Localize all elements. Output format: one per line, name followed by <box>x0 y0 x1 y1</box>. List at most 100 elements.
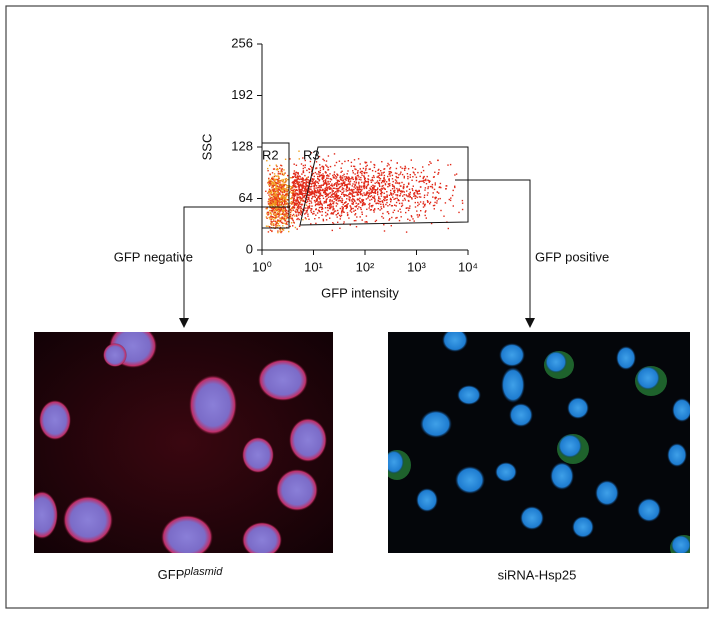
dot <box>353 159 356 161</box>
dot <box>358 187 361 189</box>
dot <box>304 191 307 193</box>
dot <box>304 195 306 197</box>
dot <box>295 171 298 173</box>
dot <box>275 178 277 181</box>
dot <box>311 166 313 169</box>
dot <box>396 194 399 196</box>
dot <box>271 207 273 210</box>
dot <box>419 193 421 195</box>
dot <box>280 208 283 210</box>
dot <box>297 184 300 186</box>
dot <box>406 190 408 192</box>
dot <box>318 206 321 209</box>
dot <box>269 192 271 195</box>
dot <box>353 165 355 167</box>
dot <box>381 200 383 202</box>
dot <box>357 194 360 196</box>
dot <box>454 186 456 189</box>
dot <box>301 185 303 187</box>
dot <box>299 196 302 199</box>
dot <box>309 191 312 193</box>
dot <box>435 197 437 199</box>
dot <box>329 202 332 205</box>
dot <box>318 175 320 178</box>
dot <box>315 198 318 201</box>
dot <box>398 202 401 205</box>
dot <box>314 204 317 207</box>
dot <box>269 205 272 207</box>
dot <box>304 159 306 162</box>
dot <box>319 169 322 172</box>
dot <box>357 203 359 205</box>
cell <box>242 522 282 553</box>
dot <box>366 192 369 195</box>
dot <box>279 219 282 222</box>
dot <box>352 198 354 200</box>
dot <box>398 189 400 192</box>
dot <box>299 210 302 212</box>
dot <box>274 198 276 200</box>
dot <box>383 206 385 208</box>
dot <box>359 188 361 191</box>
dot <box>358 181 360 184</box>
dot <box>279 227 281 230</box>
dot <box>330 204 332 206</box>
dot <box>436 202 438 204</box>
dot <box>304 166 306 169</box>
dot <box>359 163 361 165</box>
dot <box>358 186 360 188</box>
dot <box>302 196 304 199</box>
dot <box>433 204 436 207</box>
dot <box>332 174 334 177</box>
dot <box>354 173 356 175</box>
dot <box>317 196 319 198</box>
dot <box>285 178 287 180</box>
dot <box>293 185 295 188</box>
dot <box>273 188 275 190</box>
dot <box>422 176 425 178</box>
dot <box>370 161 372 163</box>
dot <box>326 194 328 196</box>
dot <box>287 174 289 177</box>
dot <box>383 171 385 173</box>
dot <box>319 200 322 202</box>
dot <box>279 206 281 209</box>
dot <box>315 185 318 187</box>
dot <box>439 182 442 185</box>
dot <box>379 189 381 191</box>
dot <box>394 204 396 206</box>
arrowhead <box>525 318 535 328</box>
dot <box>383 168 385 170</box>
dot <box>356 186 358 188</box>
dot <box>396 216 398 219</box>
dot <box>281 227 284 230</box>
dot <box>314 195 316 197</box>
dot <box>353 210 355 212</box>
dot <box>293 194 295 196</box>
cell <box>616 346 636 370</box>
dot <box>281 222 284 224</box>
dot <box>265 190 267 192</box>
dot <box>277 187 279 189</box>
dot <box>419 201 422 203</box>
dot <box>294 185 297 187</box>
dot <box>295 208 297 211</box>
dot <box>363 181 365 184</box>
dot <box>386 199 388 201</box>
dot <box>367 178 370 181</box>
dot <box>283 181 285 184</box>
dot <box>423 179 425 181</box>
dot <box>319 211 321 213</box>
dot <box>343 211 345 213</box>
dot <box>372 189 374 191</box>
dot <box>313 175 315 178</box>
dot <box>276 193 278 195</box>
dot <box>311 180 313 183</box>
dot <box>387 205 389 207</box>
dot <box>319 167 321 169</box>
dot <box>349 183 351 186</box>
dot <box>422 203 424 205</box>
dot <box>374 208 376 210</box>
dot <box>322 180 325 183</box>
dot <box>380 193 383 195</box>
